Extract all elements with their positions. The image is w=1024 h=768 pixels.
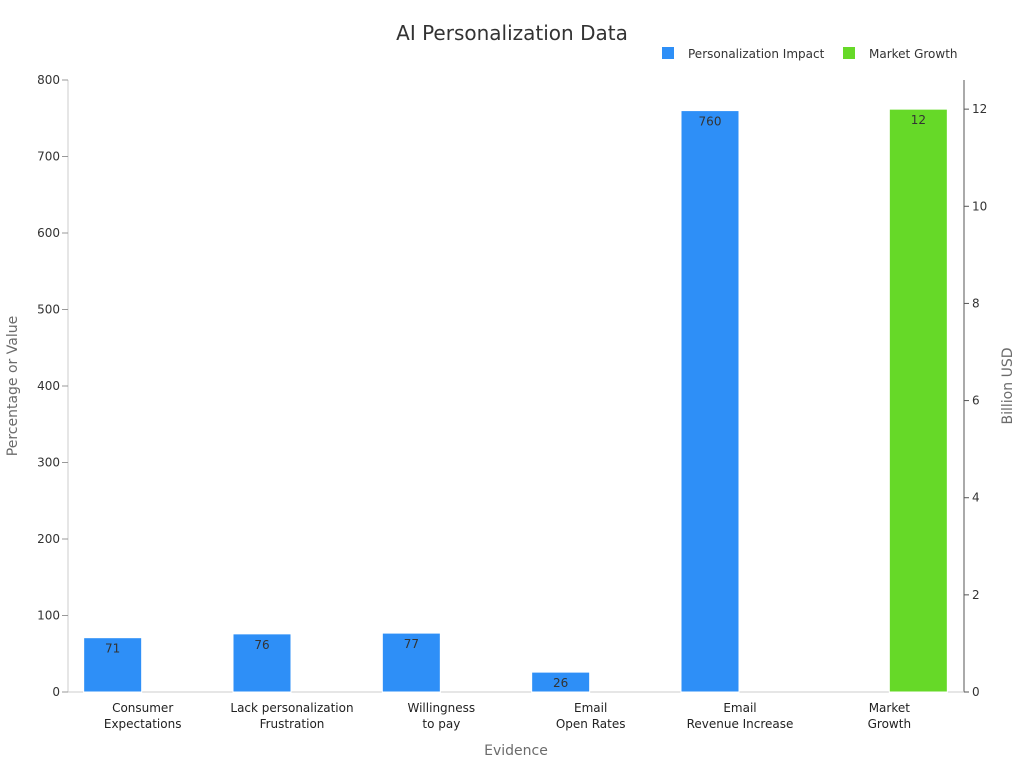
- y2-tick-label: 4: [972, 491, 980, 505]
- chart-marks: 0 100 200 300 400 500 600 700 800 0 2 4 6 8 10 12 Consum…: [37, 73, 987, 731]
- legend-swatch-market-growth: [843, 47, 855, 59]
- x-tick-label: Email Open Rates: [556, 701, 626, 731]
- y-tick-label: 100: [37, 609, 60, 623]
- y2-tick-label: 0: [972, 685, 980, 699]
- y-tick-label: 500: [37, 303, 60, 317]
- bar-personalization-impact: [83, 637, 143, 693]
- y-tick-label: 400: [37, 379, 60, 393]
- bar-data-label: 26: [553, 676, 568, 690]
- y-tick-label: 200: [37, 532, 60, 546]
- y-tick-label: 300: [37, 456, 60, 470]
- y-tick-label: 0: [52, 685, 60, 699]
- x-tick-label: Email Revenue Increase: [687, 701, 794, 731]
- y-tick-label: 700: [37, 150, 60, 164]
- bar-data-label: 760: [699, 115, 722, 129]
- y2-tick-label: 12: [972, 102, 987, 116]
- y-tick-label: 600: [37, 226, 60, 240]
- y2-axis-title: Billion USD: [1000, 348, 1016, 425]
- bar-data-label: 12: [911, 113, 926, 127]
- bar-data-label: 77: [404, 637, 419, 651]
- y-axis-title: Percentage or Value: [5, 316, 21, 456]
- x-tick-label: Market Growth: [868, 701, 911, 731]
- x-tick-label: Consumer Expectations: [104, 701, 182, 731]
- bar-personalization-impact: [381, 632, 441, 693]
- x-tick-label: Lack personalization Frustration: [230, 701, 353, 731]
- y2-tick-label: 8: [972, 296, 980, 310]
- bar-data-label: 76: [254, 638, 269, 652]
- chart-title: AI Personalization Data: [396, 21, 628, 45]
- bar-personalization-impact: [680, 110, 740, 693]
- y-tick-label: 800: [37, 73, 60, 87]
- legend-swatch-personalization-impact: [662, 47, 674, 59]
- x-tick-label: Willingness to pay: [408, 701, 476, 731]
- legend: Personalization Impact Market Growth: [662, 47, 958, 61]
- bar-data-label: 71: [105, 642, 120, 656]
- y2-tick-label: 10: [972, 199, 987, 213]
- legend-label-market-growth: Market Growth: [869, 47, 958, 61]
- y2-tick-label: 6: [972, 394, 980, 408]
- bar-personalization-impact: [531, 671, 591, 693]
- x-axis-title: Evidence: [484, 743, 548, 759]
- y2-tick-label: 2: [972, 588, 980, 602]
- bar-personalization-impact: [232, 633, 292, 693]
- bar-market-growth: [888, 108, 948, 693]
- legend-label-personalization-impact: Personalization Impact: [688, 47, 825, 61]
